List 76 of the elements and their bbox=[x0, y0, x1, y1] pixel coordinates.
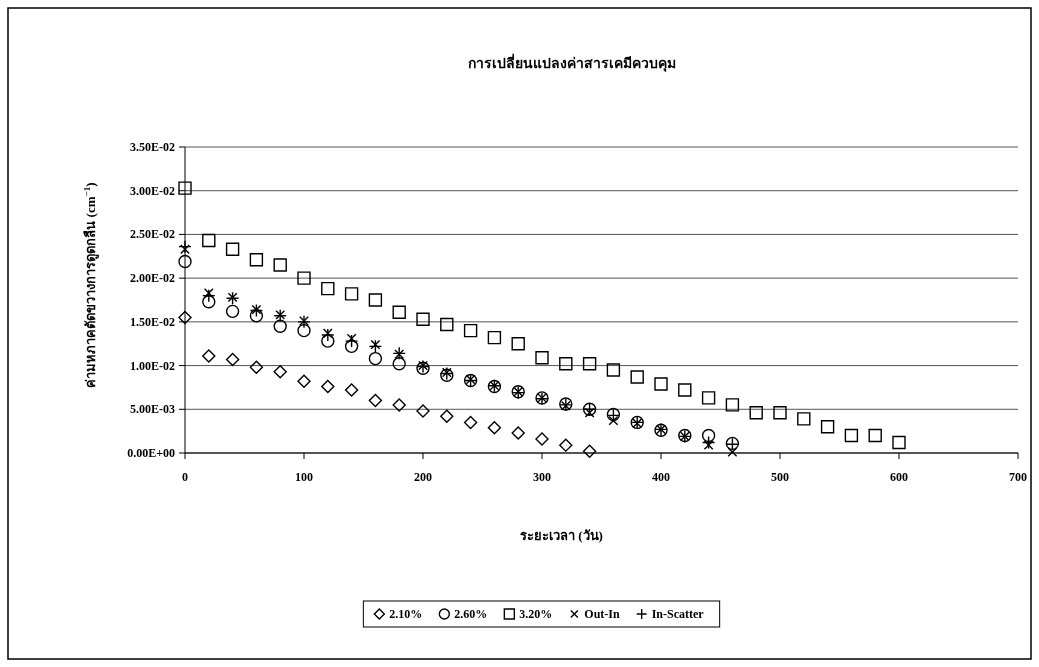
point bbox=[368, 293, 383, 307]
point bbox=[678, 383, 692, 397]
point bbox=[178, 310, 192, 325]
y-tick-label: 5.00E-03 bbox=[130, 402, 175, 417]
x-tick-label: 200 bbox=[414, 470, 432, 484]
point bbox=[203, 288, 214, 298]
point bbox=[511, 337, 525, 351]
point bbox=[297, 323, 311, 338]
point bbox=[749, 406, 763, 420]
point bbox=[202, 233, 216, 248]
point bbox=[344, 383, 359, 397]
point bbox=[630, 370, 644, 384]
point bbox=[892, 435, 906, 450]
point bbox=[820, 420, 835, 434]
point bbox=[392, 305, 406, 319]
legend-label: In-Scatter bbox=[651, 607, 705, 621]
point bbox=[368, 351, 383, 366]
point bbox=[273, 258, 287, 272]
point bbox=[346, 333, 357, 344]
point bbox=[701, 428, 716, 443]
point bbox=[440, 317, 454, 332]
point bbox=[701, 391, 716, 405]
chart-title: การเปลี่ยนแปลงค่าสารเคมีควบคุม bbox=[467, 53, 676, 72]
point bbox=[273, 319, 287, 333]
point bbox=[344, 339, 359, 354]
x-tick-label: 600 bbox=[890, 470, 908, 484]
point bbox=[654, 377, 668, 391]
point bbox=[178, 181, 192, 195]
point bbox=[773, 406, 787, 420]
y-tick-label: 3.00E-02 bbox=[130, 183, 175, 198]
point bbox=[535, 351, 549, 365]
point bbox=[582, 357, 597, 371]
point bbox=[321, 281, 335, 296]
point bbox=[727, 447, 738, 458]
point bbox=[559, 357, 573, 371]
x-tick-label: 0 bbox=[182, 470, 188, 484]
x-tick-label: 300 bbox=[533, 470, 551, 484]
point bbox=[440, 409, 454, 423]
point bbox=[487, 330, 502, 345]
y-tick-label: 2.00E-02 bbox=[130, 271, 175, 286]
x-tick-label: 500 bbox=[771, 470, 789, 484]
legend-label: 2.60% bbox=[454, 607, 488, 621]
y-tick-label: 0.00E+00 bbox=[127, 446, 175, 460]
point bbox=[370, 339, 381, 350]
x-axis-title: ระยะเวลา (วัน) bbox=[520, 528, 603, 543]
point bbox=[725, 398, 740, 412]
legend-label: 3.20% bbox=[519, 607, 553, 621]
point bbox=[249, 253, 264, 267]
point bbox=[582, 444, 597, 458]
x-tick-label: 400 bbox=[652, 470, 670, 484]
point bbox=[844, 428, 859, 443]
point bbox=[868, 428, 882, 443]
legend-label: Out-In bbox=[584, 607, 621, 621]
y-tick-label: 1.50E-02 bbox=[130, 314, 175, 329]
point bbox=[321, 379, 335, 394]
y-tick-label: 3.50E-02 bbox=[130, 140, 175, 154]
point bbox=[606, 363, 621, 377]
point bbox=[297, 271, 311, 285]
point bbox=[178, 254, 192, 269]
point bbox=[392, 357, 406, 371]
point bbox=[202, 295, 216, 309]
point bbox=[225, 304, 240, 319]
x-tick-label: 100 bbox=[295, 470, 313, 484]
x-tick-label: 700 bbox=[1009, 470, 1027, 484]
point bbox=[559, 438, 573, 452]
point bbox=[463, 323, 478, 338]
point bbox=[225, 242, 240, 256]
legend-label: 2.10% bbox=[389, 607, 423, 621]
point bbox=[273, 364, 287, 379]
point bbox=[487, 420, 502, 435]
point bbox=[344, 287, 359, 301]
y-tick-label: 1.00E-02 bbox=[130, 358, 175, 373]
y-tick-label: 2.50E-02 bbox=[130, 227, 175, 242]
point bbox=[416, 312, 430, 326]
point bbox=[249, 360, 264, 375]
point bbox=[797, 412, 811, 426]
